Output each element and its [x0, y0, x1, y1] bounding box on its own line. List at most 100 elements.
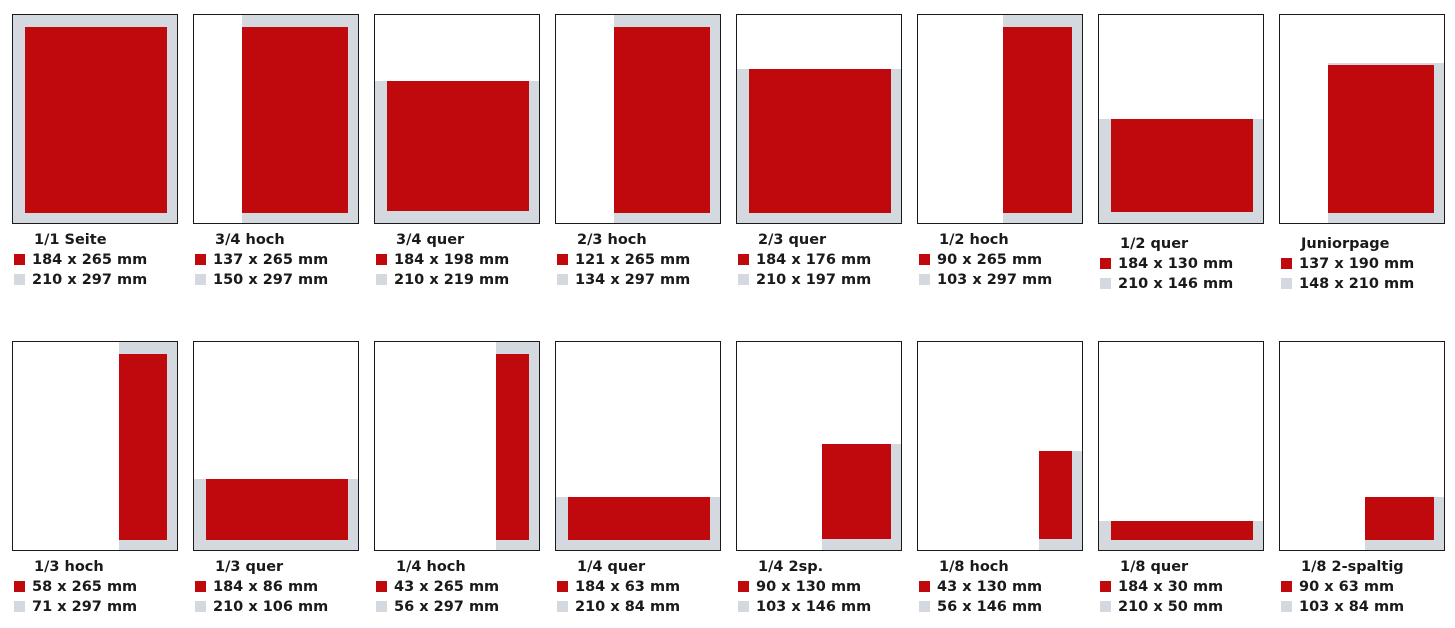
trim-size: 184 x 30 mm: [1118, 579, 1224, 595]
format-title: 1/4 hoch: [396, 559, 466, 575]
format-label: 1/4 quer 184 x 63 mm 210 x 84 mm: [557, 557, 680, 617]
trim-area: [1039, 451, 1072, 539]
format-title: 1/8 2-spaltig: [1301, 559, 1404, 575]
format-label: 3/4 quer 184 x 198 mm 210 x 219 mm: [376, 230, 509, 290]
format-title: 1/4 quer: [577, 559, 646, 575]
trim-area: [1003, 27, 1072, 213]
trim-size-row: 43 x 130 mm: [919, 577, 1042, 597]
trim-size: 90 x 63 mm: [1299, 579, 1395, 595]
page-frame: [1279, 341, 1445, 551]
trim-size-row: 184 x 86 mm: [195, 577, 328, 597]
page-frame: [12, 341, 178, 551]
bleed-size-row: 148 x 210 mm: [1281, 274, 1414, 294]
trim-legend-swatch: [919, 254, 930, 265]
page-frame: [736, 14, 902, 224]
trim-size: 90 x 130 mm: [756, 579, 862, 595]
bleed-size-row: 210 x 297 mm: [14, 270, 147, 290]
trim-size-row: 58 x 265 mm: [14, 577, 137, 597]
format-label: 2/3 quer 184 x 176 mm 210 x 197 mm: [738, 230, 871, 290]
bleed-size: 210 x 106 mm: [213, 599, 329, 615]
trim-legend-swatch: [195, 581, 206, 592]
trim-legend-swatch: [557, 581, 568, 592]
format-title: 1/2 hoch: [939, 232, 1009, 248]
trim-legend-swatch: [1100, 581, 1111, 592]
trim-size: 184 x 86 mm: [213, 579, 319, 595]
trim-area: [614, 27, 710, 213]
page-frame: [1098, 14, 1264, 224]
format-title: 1/4 2sp.: [758, 559, 824, 575]
page-frame: [917, 341, 1083, 551]
format-label: 1/8 2-spaltig 90 x 63 mm 103 x 84 mm: [1281, 557, 1404, 617]
trim-size: 43 x 265 mm: [394, 579, 500, 595]
trim-size-row: 121 x 265 mm: [557, 250, 690, 270]
trim-legend-swatch: [919, 581, 930, 592]
bleed-size-row: 103 x 146 mm: [738, 597, 871, 617]
trim-size-row: 184 x 265 mm: [14, 250, 147, 270]
trim-size-row: 184 x 63 mm: [557, 577, 680, 597]
format-label: 1/2 quer 184 x 130 mm 210 x 146 mm: [1100, 234, 1233, 294]
trim-size-row: 137 x 190 mm: [1281, 254, 1414, 274]
bleed-size: 150 x 297 mm: [213, 272, 329, 288]
bleed-legend-swatch: [738, 601, 749, 612]
bleed-size-row: 210 x 146 mm: [1100, 274, 1233, 294]
trim-size: 43 x 130 mm: [937, 579, 1043, 595]
trim-legend-swatch: [376, 254, 387, 265]
page-frame: [555, 341, 721, 551]
format-title: 1/8 quer: [1120, 559, 1189, 575]
bleed-size: 210 x 50 mm: [1118, 599, 1224, 615]
bleed-size: 210 x 297 mm: [32, 272, 148, 288]
format-title: 1/8 hoch: [939, 559, 1009, 575]
trim-area: [206, 479, 348, 540]
bleed-legend-swatch: [1100, 601, 1111, 612]
trim-area: [1328, 65, 1434, 213]
bleed-size-row: 56 x 146 mm: [919, 597, 1042, 617]
page-frame: [12, 14, 178, 224]
format-title: 3/4 quer: [396, 232, 465, 248]
trim-size: 137 x 190 mm: [1299, 256, 1415, 272]
format-title: 3/4 hoch: [215, 232, 285, 248]
trim-size: 184 x 265 mm: [32, 252, 148, 268]
trim-size-row: 184 x 176 mm: [738, 250, 871, 270]
bleed-size: 134 x 297 mm: [575, 272, 691, 288]
bleed-size-row: 210 x 50 mm: [1100, 597, 1223, 617]
format-label: 1/3 hoch 58 x 265 mm 71 x 297 mm: [14, 557, 137, 617]
trim-area: [25, 27, 167, 213]
bleed-size-row: 134 x 297 mm: [557, 270, 690, 290]
bleed-legend-swatch: [14, 274, 25, 285]
format-label: 1/8 quer 184 x 30 mm 210 x 50 mm: [1100, 557, 1223, 617]
trim-size-row: 184 x 198 mm: [376, 250, 509, 270]
bleed-legend-swatch: [14, 601, 25, 612]
bleed-size: 56 x 146 mm: [937, 599, 1043, 615]
page-frame: [193, 341, 359, 551]
trim-legend-swatch: [738, 254, 749, 265]
bleed-legend-swatch: [557, 274, 568, 285]
trim-size: 184 x 130 mm: [1118, 256, 1234, 272]
bleed-size: 210 x 219 mm: [394, 272, 510, 288]
bleed-size: 210 x 197 mm: [756, 272, 872, 288]
bleed-legend-swatch: [1281, 601, 1292, 612]
bleed-legend-swatch: [376, 274, 387, 285]
bleed-size: 103 x 146 mm: [756, 599, 872, 615]
trim-size-row: 90 x 63 mm: [1281, 577, 1404, 597]
format-label: 2/3 hoch 121 x 265 mm 134 x 297 mm: [557, 230, 690, 290]
trim-legend-swatch: [738, 581, 749, 592]
bleed-size: 210 x 84 mm: [575, 599, 681, 615]
page-frame: [374, 14, 540, 224]
bleed-legend-swatch: [738, 274, 749, 285]
trim-legend-swatch: [557, 254, 568, 265]
page-frame: [1279, 14, 1445, 224]
bleed-size-row: 210 x 84 mm: [557, 597, 680, 617]
trim-size: 90 x 265 mm: [937, 252, 1043, 268]
trim-area: [1111, 521, 1253, 540]
format-label: 1/2 hoch 90 x 265 mm 103 x 297 mm: [919, 230, 1052, 290]
bleed-size-row: 71 x 297 mm: [14, 597, 137, 617]
format-label: 1/4 2sp. 90 x 130 mm 103 x 146 mm: [738, 557, 871, 617]
page-frame: [555, 14, 721, 224]
trim-size-row: 43 x 265 mm: [376, 577, 499, 597]
trim-legend-swatch: [195, 254, 206, 265]
format-label: 1/8 hoch 43 x 130 mm 56 x 146 mm: [919, 557, 1042, 617]
trim-size: 184 x 176 mm: [756, 252, 872, 268]
page-frame: [736, 341, 902, 551]
format-title: 1/1 Seite: [34, 232, 107, 248]
bleed-size-row: 103 x 297 mm: [919, 270, 1052, 290]
